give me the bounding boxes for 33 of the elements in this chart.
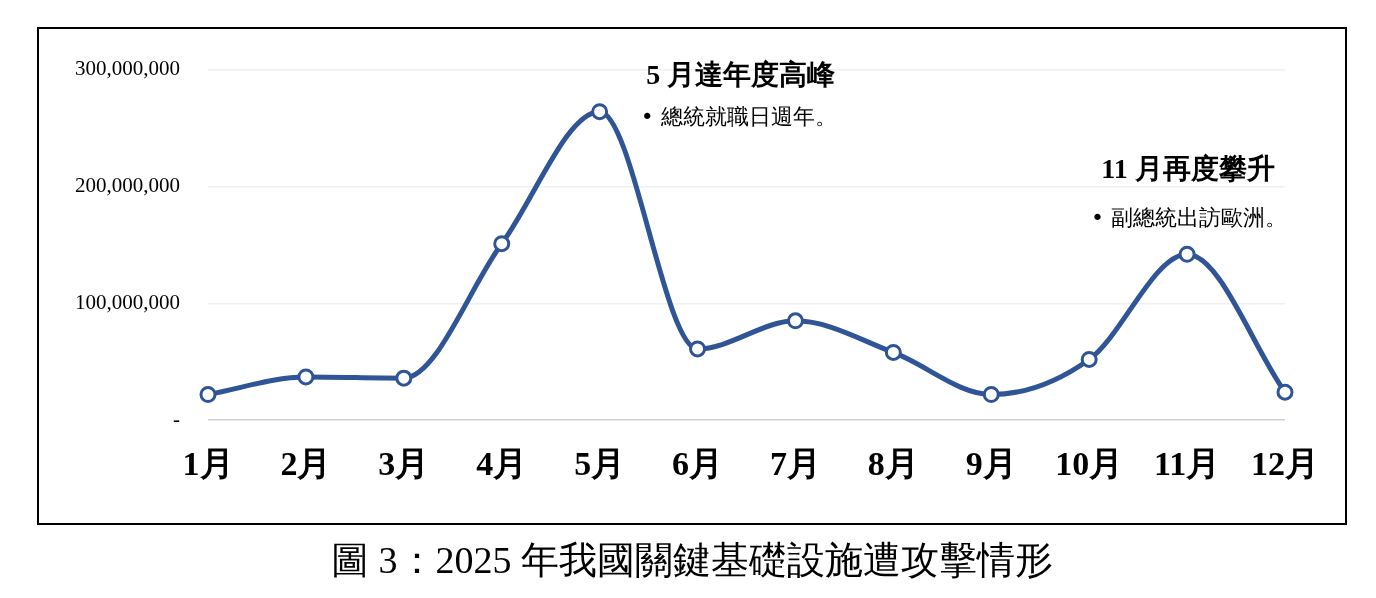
point — [591, 103, 609, 121]
point — [1080, 350, 1098, 368]
x-tick-label: 10月 — [1055, 445, 1124, 483]
point — [199, 385, 217, 403]
x-tick-label: 1月 — [182, 445, 234, 483]
y-tick-label: 200,000,000 — [75, 172, 180, 197]
x-tick-label: 8月 — [867, 445, 919, 483]
x-tick-label: 6月 — [672, 445, 724, 483]
y-tick-label: - — [173, 406, 180, 431]
y-tick-label: 300,000,000 — [75, 56, 180, 81]
x-tick-label: 7月 — [769, 445, 821, 483]
x-tick-label: 2月 — [280, 445, 332, 483]
point — [689, 340, 707, 358]
x-tick-label: 11月 — [1154, 445, 1221, 483]
x-tick-label: 3月 — [378, 445, 430, 483]
x-tick-label: 9月 — [965, 445, 1017, 483]
point — [297, 368, 315, 386]
text: 圖 3：2025 年我國關鍵基礎設施遭攻擊情形 — [330, 538, 1054, 583]
y-tick-label: 100,000,000 — [75, 289, 180, 314]
annotation: 5 月達年度高峰 — [646, 58, 836, 90]
point — [1276, 383, 1294, 401]
annotation: • 總統就職日週年。 — [640, 104, 837, 130]
annotation: 11 月再度攀升 — [1101, 153, 1275, 185]
point — [786, 312, 804, 330]
point — [884, 343, 902, 361]
annotation: • 副總統出訪歐洲。 — [1091, 204, 1288, 230]
point — [395, 369, 413, 387]
x-tick-label: 12月 — [1251, 445, 1319, 483]
x-tick-label: 5月 — [574, 445, 626, 483]
point — [1178, 245, 1196, 263]
point — [493, 235, 511, 253]
x-tick-label: 4月 — [476, 445, 528, 483]
point — [982, 385, 1000, 403]
